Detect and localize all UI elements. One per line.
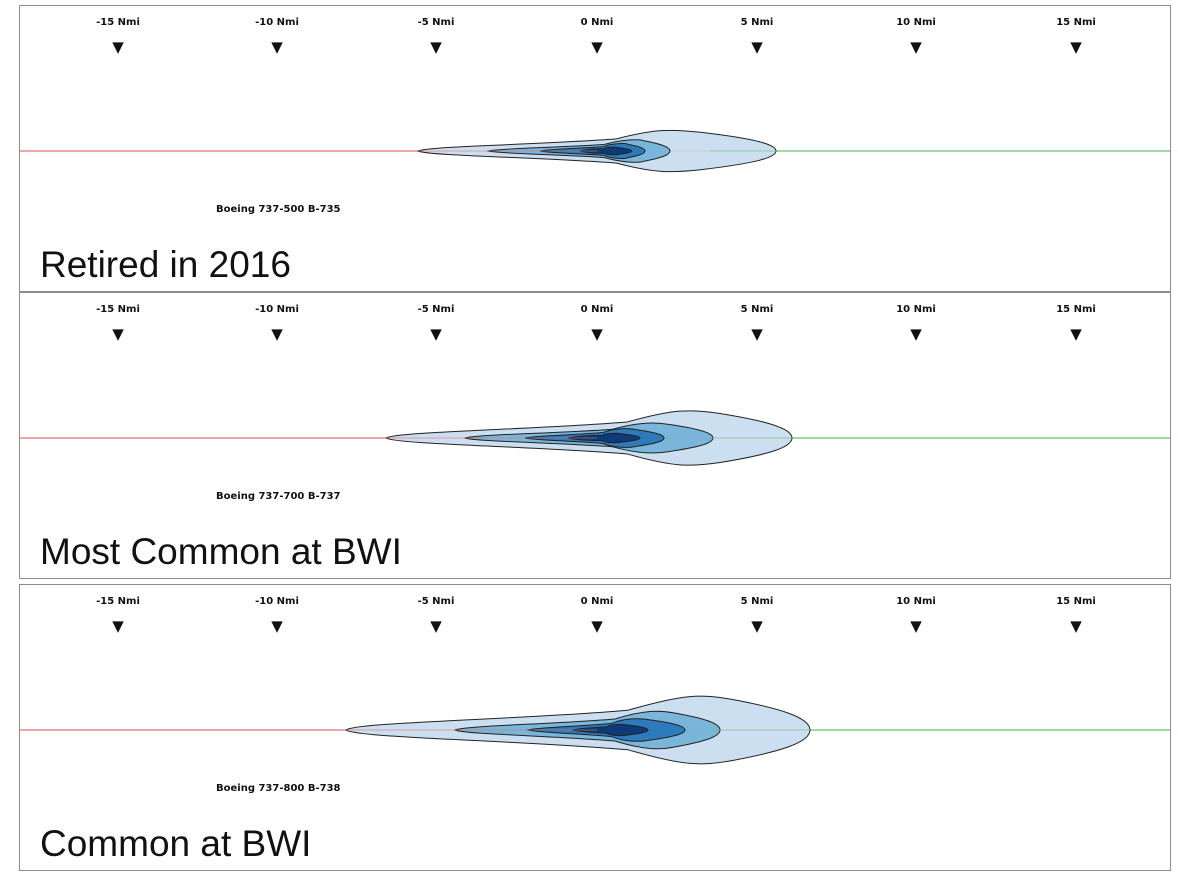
distance-tick: 0 Nmi ▼ <box>557 16 637 56</box>
panel-caption: Common at BWI <box>40 823 312 864</box>
distance-tick-label: -15 Nmi <box>96 17 140 28</box>
noise-contour-level-4 <box>567 432 641 444</box>
contour-panel-737-700: -15 Nmi ▼ -10 Nmi ▼ -5 Nmi ▼ 0 Nmi ▼ 5 Nmi ▼ 10 Nm… <box>19 292 1171 579</box>
distance-tick-label: -10 Nmi <box>255 17 299 28</box>
down-arrow-icon: ▼ <box>1070 617 1082 635</box>
down-arrow-icon: ▼ <box>910 325 922 343</box>
distance-tick: -5 Nmi ▼ <box>396 303 476 343</box>
distance-tick: -5 Nmi ▼ <box>396 595 476 635</box>
distance-tick: 5 Nmi ▼ <box>717 16 797 56</box>
distance-tick: 5 Nmi ▼ <box>717 595 797 635</box>
aircraft-label: Boeing 737-500 B-735 <box>216 204 341 215</box>
distance-tick: 0 Nmi ▼ <box>557 303 637 343</box>
down-arrow-icon: ▼ <box>271 38 283 56</box>
down-arrow-icon: ▼ <box>112 38 124 56</box>
down-arrow-icon: ▼ <box>910 617 922 635</box>
distance-tick-label: 5 Nmi <box>740 304 774 315</box>
noise-contour-plot <box>20 695 1170 765</box>
contour-panel-737-500: -15 Nmi ▼ -10 Nmi ▼ -5 Nmi ▼ 0 Nmi ▼ 5 Nmi ▼ 10 Nm… <box>19 5 1171 292</box>
distance-tick-label: 15 Nmi <box>1056 596 1096 607</box>
distance-tick: 15 Nmi ▼ <box>1036 595 1116 635</box>
down-arrow-icon: ▼ <box>430 617 442 635</box>
aircraft-label: Boeing 737-700 B-737 <box>216 491 341 502</box>
distance-tick-label: 5 Nmi <box>740 596 774 607</box>
down-arrow-icon: ▼ <box>751 325 763 343</box>
distance-tick-label: 0 Nmi <box>580 304 614 315</box>
distance-tick-label: -5 Nmi <box>417 17 455 28</box>
distance-tick: -10 Nmi ▼ <box>237 595 317 635</box>
distance-tick: 10 Nmi ▼ <box>876 595 956 635</box>
down-arrow-icon: ▼ <box>430 38 442 56</box>
down-arrow-icon: ▼ <box>271 617 283 635</box>
aircraft-label: Boeing 737-800 B-738 <box>216 783 341 794</box>
distance-tick-label: 10 Nmi <box>896 596 936 607</box>
distance-tick-label: 0 Nmi <box>580 596 614 607</box>
noise-contour-plot <box>20 129 1170 173</box>
down-arrow-icon: ▼ <box>271 325 283 343</box>
panel-caption: Most Common at BWI <box>40 531 402 572</box>
distance-tick-label: -5 Nmi <box>417 304 455 315</box>
down-arrow-icon: ▼ <box>112 617 124 635</box>
distance-tick: -10 Nmi ▼ <box>237 16 317 56</box>
down-arrow-icon: ▼ <box>591 325 603 343</box>
contour-panel-737-800: -15 Nmi ▼ -10 Nmi ▼ -5 Nmi ▼ 0 Nmi ▼ 5 Nmi ▼ 10 Nm… <box>19 584 1171 871</box>
distance-tick-label: -15 Nmi <box>96 304 140 315</box>
distance-tick: 15 Nmi ▼ <box>1036 303 1116 343</box>
down-arrow-icon: ▼ <box>910 38 922 56</box>
distance-tick-label: 15 Nmi <box>1056 304 1096 315</box>
panel-caption: Retired in 2016 <box>40 244 291 285</box>
distance-tick: -10 Nmi ▼ <box>237 303 317 343</box>
down-arrow-icon: ▼ <box>430 325 442 343</box>
distance-tick: -15 Nmi ▼ <box>78 595 158 635</box>
noise-contour-level-4 <box>571 723 649 737</box>
distance-tick-label: 15 Nmi <box>1056 17 1096 28</box>
distance-tick: -15 Nmi ▼ <box>78 303 158 343</box>
distance-tick-label: 5 Nmi <box>740 17 774 28</box>
distance-tick: 15 Nmi ▼ <box>1036 16 1116 56</box>
down-arrow-icon: ▼ <box>1070 325 1082 343</box>
distance-tick-label: -15 Nmi <box>96 596 140 607</box>
distance-tick: 10 Nmi ▼ <box>876 303 956 343</box>
distance-tick: 0 Nmi ▼ <box>557 595 637 635</box>
down-arrow-icon: ▼ <box>591 38 603 56</box>
down-arrow-icon: ▼ <box>751 617 763 635</box>
distance-tick: 10 Nmi ▼ <box>876 16 956 56</box>
distance-tick-label: -10 Nmi <box>255 596 299 607</box>
distance-tick-label: -5 Nmi <box>417 596 455 607</box>
down-arrow-icon: ▼ <box>1070 38 1082 56</box>
down-arrow-icon: ▼ <box>751 38 763 56</box>
distance-tick-label: 0 Nmi <box>580 17 614 28</box>
distance-tick: -15 Nmi ▼ <box>78 16 158 56</box>
distance-tick-label: 10 Nmi <box>896 17 936 28</box>
distance-tick-label: 10 Nmi <box>896 304 936 315</box>
down-arrow-icon: ▼ <box>112 325 124 343</box>
distance-tick: -5 Nmi ▼ <box>396 16 476 56</box>
noise-contour-plot <box>20 410 1170 466</box>
down-arrow-icon: ▼ <box>591 617 603 635</box>
distance-tick-label: -10 Nmi <box>255 304 299 315</box>
distance-tick: 5 Nmi ▼ <box>717 303 797 343</box>
noise-contour-level-4 <box>579 146 633 156</box>
